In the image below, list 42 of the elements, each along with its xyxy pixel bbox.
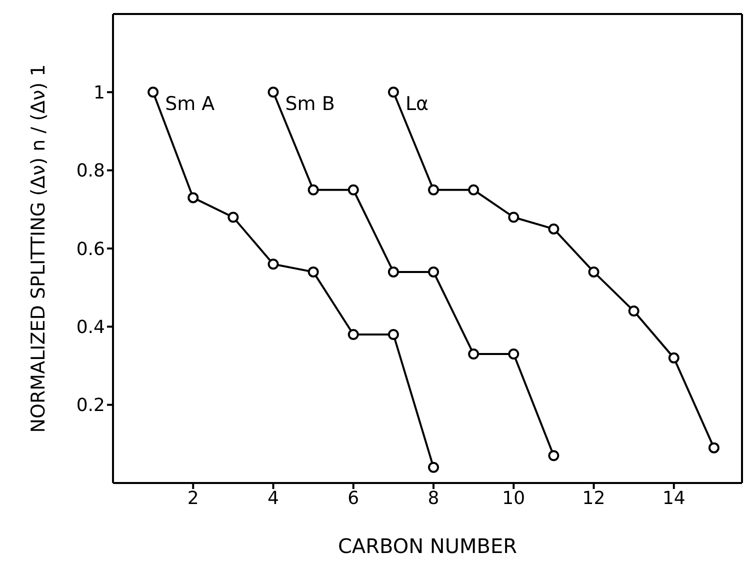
point [268,258,279,270]
point [388,266,399,278]
point [708,442,720,454]
point [548,223,560,234]
y-tick-label: 1 [94,82,105,104]
x-tick-label: 6 [348,488,360,509]
y-tick-label: 0.6 [76,238,105,260]
x-tick-label: 10 [502,488,526,509]
x-axis-title: CARBON NUMBER [338,534,518,558]
y-tick-label: 0.2 [76,395,105,416]
point [148,86,159,98]
y-tick-label: 0.4 [76,317,105,338]
point [308,184,319,196]
point [388,86,399,98]
point [188,192,199,204]
x-tick-label: 8 [428,488,440,509]
point [508,212,520,223]
y-axis-title: NORMALIZED SPLITTING (Δν) n / (Δν) 1 [28,64,50,433]
point [508,348,520,360]
point [348,184,359,196]
point [268,86,279,98]
point [548,450,560,462]
point [428,184,440,196]
point [228,212,239,223]
x-tick-label: 2 [187,488,199,509]
point [468,348,480,360]
point [588,266,600,278]
series-label: Sm B [285,93,335,116]
point [388,328,399,340]
x-tick-label: 14 [662,488,686,509]
point [348,328,359,340]
y-tick-label: 0.8 [76,160,105,182]
point [428,266,440,278]
x-tick-label: 12 [582,488,606,509]
series-label: Sm A [165,93,215,116]
point [468,184,480,196]
point [628,306,640,317]
x-tick-label: 4 [268,488,279,509]
series-label: Lα [405,93,429,116]
point [428,462,440,473]
point [668,352,680,364]
point [308,266,319,278]
